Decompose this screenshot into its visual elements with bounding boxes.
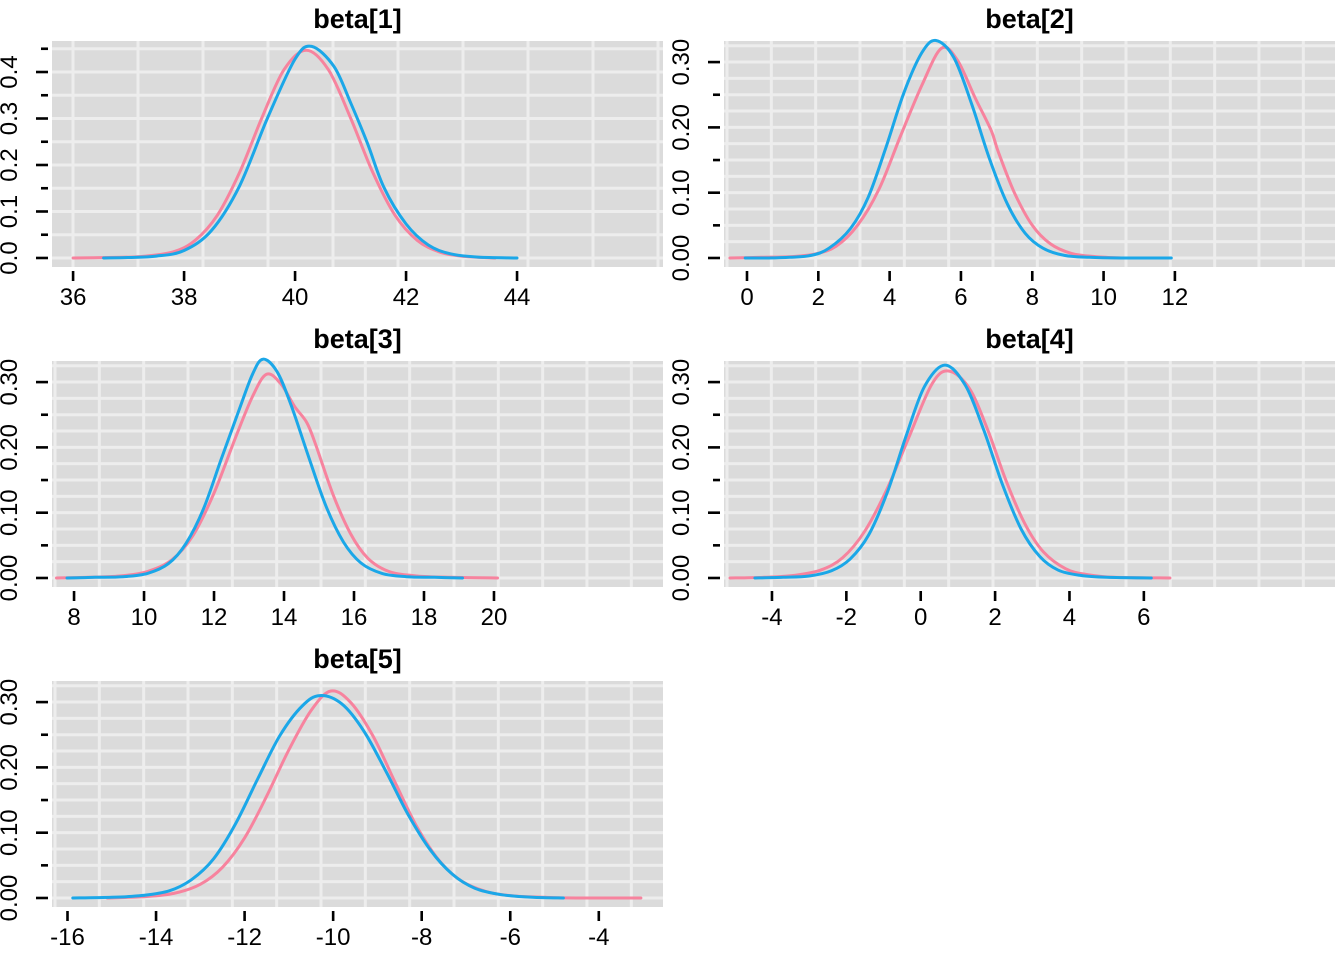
y-tick-label: 0.10: [0, 489, 23, 536]
panel-title: beta[3]: [313, 324, 402, 354]
panel-beta-5: beta[5] -16 -14 -12 -10 -8 -6 -4 0.00 0.10 0.20 0.…: [0, 640, 672, 960]
density-plot-svg: 36 38 40 42 44 0.0 0.1 0.2 0.3 0.4: [0, 41, 663, 311]
panel-title: beta[4]: [985, 324, 1074, 354]
x-tick-label: -8: [411, 924, 432, 951]
x-tick-label: 6: [1137, 604, 1150, 631]
y-tick-label: 0.30: [0, 679, 23, 726]
density-plot-svg: 8 10 12 14 16 18 20 0.00 0.10 0.20 0.30: [0, 357, 663, 631]
panel-beta-3: beta[3] 8 10 12 14 16 18 20 0.00 0.10 0.20 0.30: [0, 320, 672, 640]
density-curve-blue: [71, 694, 565, 900]
x-tick-label: 2: [988, 604, 1001, 631]
density-plot-svg: -16 -14 -12 -10 -8 -6 -4 0.00 0.10 0.20 0.30: [0, 679, 663, 951]
x-tick-label: 10: [1090, 284, 1117, 311]
y-tick-label: 0.30: [672, 359, 695, 406]
x-tick-label: 36: [60, 284, 87, 311]
x-tick-label: 38: [171, 284, 198, 311]
x-tick-label: 42: [393, 284, 420, 311]
y-tick-label: 0.30: [672, 39, 695, 86]
y-tick-label: 0.00: [672, 555, 695, 602]
x-tick-label: -4: [588, 924, 609, 951]
x-tick-label: -14: [139, 924, 174, 951]
x-tick-label: 8: [1026, 284, 1039, 311]
x-tick-label: 20: [481, 604, 508, 631]
density-plot-svg: 0 2 4 6 8 10 12 0.00 0.10 0.20 0.30: [672, 38, 1335, 311]
density-curve-blue: [753, 363, 1153, 580]
density-curve-pink: [728, 369, 1172, 580]
density-curve-pink: [71, 48, 497, 260]
y-tick-label: 0.1: [0, 195, 23, 228]
y-tick-label: 0.00: [0, 555, 23, 602]
x-tick-label: -6: [500, 924, 521, 951]
y-tick-label: 0.2: [0, 148, 23, 181]
x-tick-label: 14: [271, 604, 298, 631]
x-tick-label: 44: [504, 284, 531, 311]
panel-beta-2: beta[2] 0 2 4 6 8 10 12 0.00 0.10 0.20 0.30: [672, 0, 1344, 320]
density-curve-blue: [743, 38, 1173, 260]
x-tick-label: 0: [914, 604, 927, 631]
y-tick-label: 0.20: [0, 744, 23, 791]
panel-background: [52, 41, 663, 267]
y-tick-label: 0.20: [672, 104, 695, 151]
x-tick-label: 4: [1063, 604, 1076, 631]
y-tick-label: 0.0: [0, 241, 23, 274]
y-tick-label: 0.10: [672, 489, 695, 536]
x-tick-label: 12: [201, 604, 228, 631]
x-tick-label: -2: [836, 604, 857, 631]
y-tick-label: 0.20: [672, 424, 695, 471]
y-tick-label: 0.00: [0, 875, 23, 922]
y-tick-label: 0.3: [0, 102, 23, 135]
x-tick-label: 10: [131, 604, 158, 631]
x-tick-label: -12: [227, 924, 262, 951]
x-tick-label: 12: [1162, 284, 1189, 311]
panel-title: beta[1]: [313, 4, 402, 34]
x-tick-label: 8: [67, 604, 80, 631]
density-curve-pink: [55, 372, 499, 580]
panel-beta-4: beta[4] -4 -2 0 2 4 6 0.00 0.10 0.20 0.30: [672, 320, 1344, 640]
x-tick-label: 4: [883, 284, 896, 311]
y-tick-label: 0.00: [672, 235, 695, 282]
density-curve-blue: [65, 357, 464, 580]
panel-title: beta[2]: [985, 4, 1074, 34]
x-tick-label: 16: [341, 604, 368, 631]
panel-title: beta[5]: [313, 644, 402, 674]
y-tick-label: 0.20: [0, 424, 23, 471]
x-tick-label: 18: [411, 604, 438, 631]
x-tick-label: 40: [282, 284, 309, 311]
x-tick-label: -16: [50, 924, 85, 951]
y-tick-label: 0.30: [0, 359, 23, 406]
x-tick-label: -4: [761, 604, 782, 631]
x-tick-label: 2: [812, 284, 825, 311]
density-curve-blue: [102, 44, 519, 260]
x-tick-label: -10: [316, 924, 351, 951]
y-tick-label: 0.10: [672, 169, 695, 216]
density-plot-svg: -4 -2 0 2 4 6 0.00 0.10 0.20 0.30: [672, 359, 1335, 631]
y-tick-label: 0.4: [0, 55, 23, 88]
panel-beta-1: beta[1] 36 38 40 42 44 0.0 0.1 0.2 0.3 0.4: [0, 0, 672, 320]
empty-cell: [672, 640, 1344, 960]
x-tick-label: 0: [740, 284, 753, 311]
y-tick-label: 0.10: [0, 809, 23, 856]
x-tick-label: 6: [954, 284, 967, 311]
